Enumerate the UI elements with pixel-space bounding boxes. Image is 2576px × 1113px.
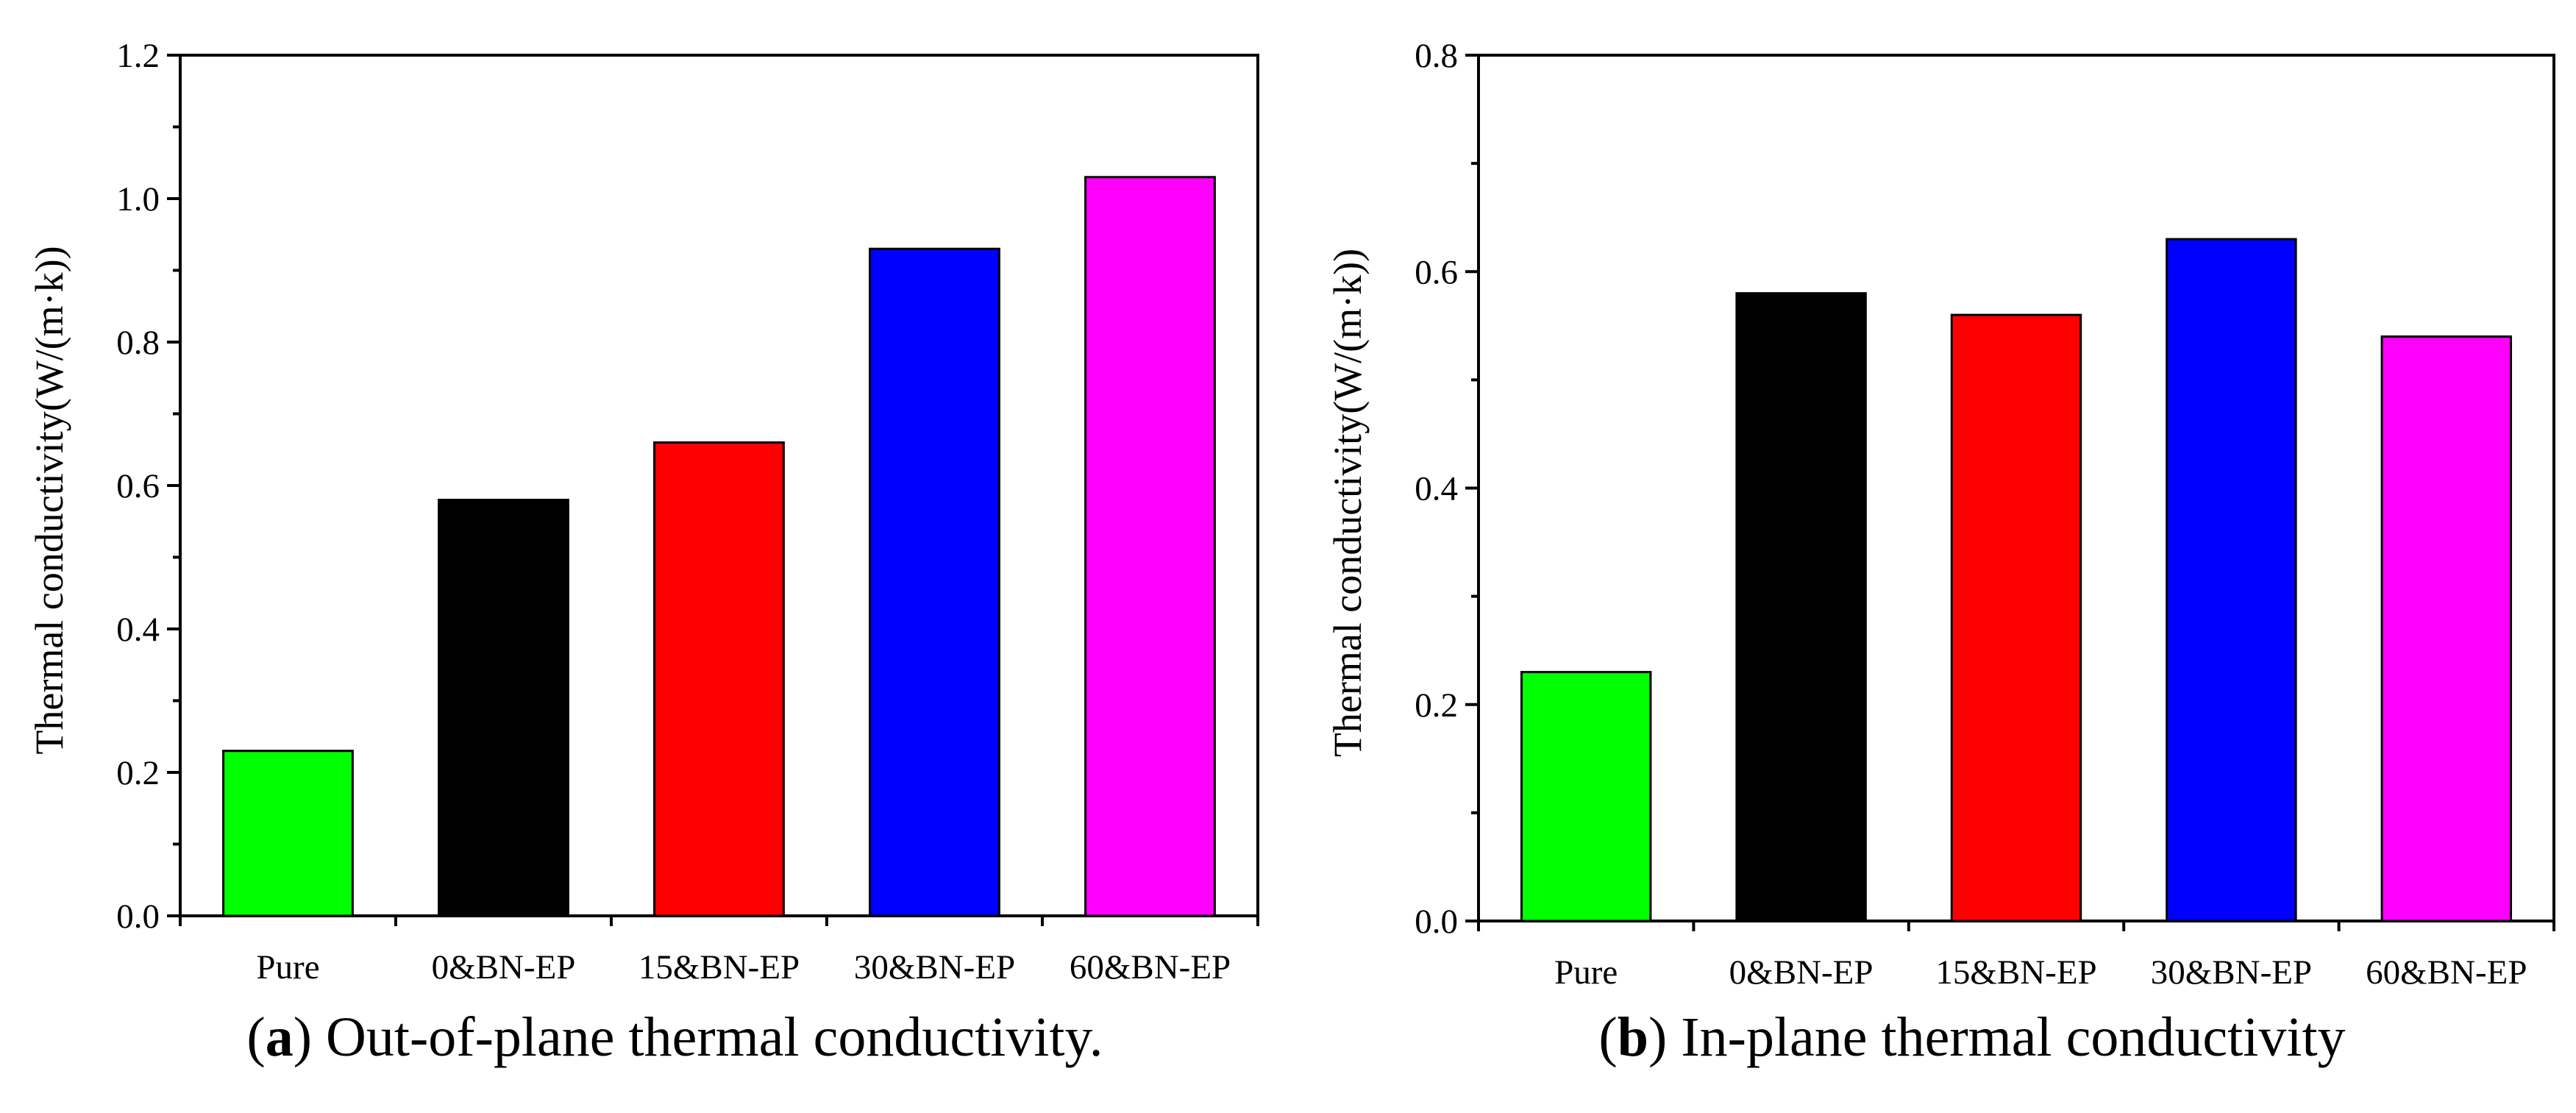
chart-b-x-axis-ticks: Pure 0&BN-EP 15&BN-EP 30&BN-EP 60&BN-EP (1477, 921, 2555, 992)
chart-b-caption-text: In-plane thermal conductivity (1667, 1006, 2345, 1068)
chart-b-bars (1520, 238, 2513, 922)
chart-b-xtick-label-2: 0&BN-EP (1729, 953, 1874, 992)
chart-b-ytick-label-3: 0.6 (1415, 253, 1458, 291)
chart-a-xtick-label-4: 30&BN-EP (854, 948, 1015, 986)
chart-a-ytick-label-2: 0.4 (116, 611, 160, 649)
chart-a-y-axis-ticks: 0.0 0.2 0.4 0.6 0.8 1.0 1.2 (116, 37, 180, 936)
chart-b-bar-5 (2380, 335, 2513, 922)
chart-a-bar-4 (869, 247, 1000, 917)
chart-a-caption-text: Out-of-plane thermal conductivity. (312, 1006, 1103, 1068)
chart-b-xtick-label-5: 60&BN-EP (2366, 953, 2527, 992)
chart-a-ytick-label-0: 0.0 (116, 897, 160, 936)
chart-b-y-axis-title: Thermal conductivity(W/(m·k)) (1326, 249, 1370, 757)
chart-a-ytick-label-5: 1.0 (116, 180, 160, 218)
chart-b-bar-3 (1950, 313, 2082, 922)
chart-b-y-axis-ticks: 0.0 0.2 0.4 0.6 0.8 (1415, 37, 1479, 941)
chart-b-ytick-label-1: 0.2 (1415, 686, 1458, 725)
chart-a-bars (222, 176, 1216, 917)
chart-b-in-plane: 0.0 0.2 0.4 0.6 0.8 Pure 0&BN-EP 15&BN-EP 30&BN… (1326, 37, 2555, 1068)
chart-a-ytick-label-3: 0.6 (116, 467, 160, 505)
chart-a-caption-letter: a (266, 1006, 293, 1068)
chart-a-out-of-plane: 0.0 0.2 0.4 0.6 0.8 1.0 1.2 Pure 0&BN-EP 15&BN-E… (27, 37, 1259, 1068)
chart-a-bar-2 (438, 499, 569, 917)
chart-a-bar-3 (653, 441, 785, 917)
chart-b-xtick-label-1: Pure (1554, 953, 1618, 992)
chart-b-bar-1 (1520, 671, 1652, 922)
chart-b-caption: (b) In-plane thermal conductivity (1598, 1006, 2345, 1068)
chart-a-bar-5 (1084, 176, 1216, 917)
chart-a-y-axis-title: Thermal conductivity(W/(m·k)) (27, 246, 71, 754)
chart-b-caption-letter: b (1618, 1006, 1648, 1068)
chart-a-ytick-label-1: 0.2 (116, 754, 160, 792)
chart-b-ytick-label-4: 0.8 (1415, 37, 1458, 75)
chart-b-bar-2 (1735, 292, 1867, 922)
chart-a-ytick-label-4: 0.8 (116, 324, 160, 362)
chart-a-xtick-label-2: 0&BN-EP (432, 948, 576, 986)
chart-a-x-axis-ticks: Pure 0&BN-EP 15&BN-EP 30&BN-EP 60&BN-EP (179, 916, 1259, 986)
chart-a-caption: (a) Out-of-plane thermal conductivity. (246, 1006, 1103, 1068)
chart-b-ytick-label-2: 0.4 (1415, 470, 1458, 508)
chart-b-xtick-label-3: 15&BN-EP (1935, 953, 2096, 992)
chart-b-bar-4 (2166, 238, 2297, 922)
chart-a-ytick-label-6: 1.2 (116, 37, 160, 75)
chart-a-xtick-label-3: 15&BN-EP (638, 948, 800, 986)
chart-a-xtick-label-1: Pure (256, 948, 319, 986)
chart-a-bar-1 (222, 750, 354, 917)
chart-b-xtick-label-4: 30&BN-EP (2151, 953, 2312, 992)
chart-a-xtick-label-5: 60&BN-EP (1070, 948, 1231, 986)
chart-b-ytick-label-0: 0.0 (1415, 903, 1458, 941)
